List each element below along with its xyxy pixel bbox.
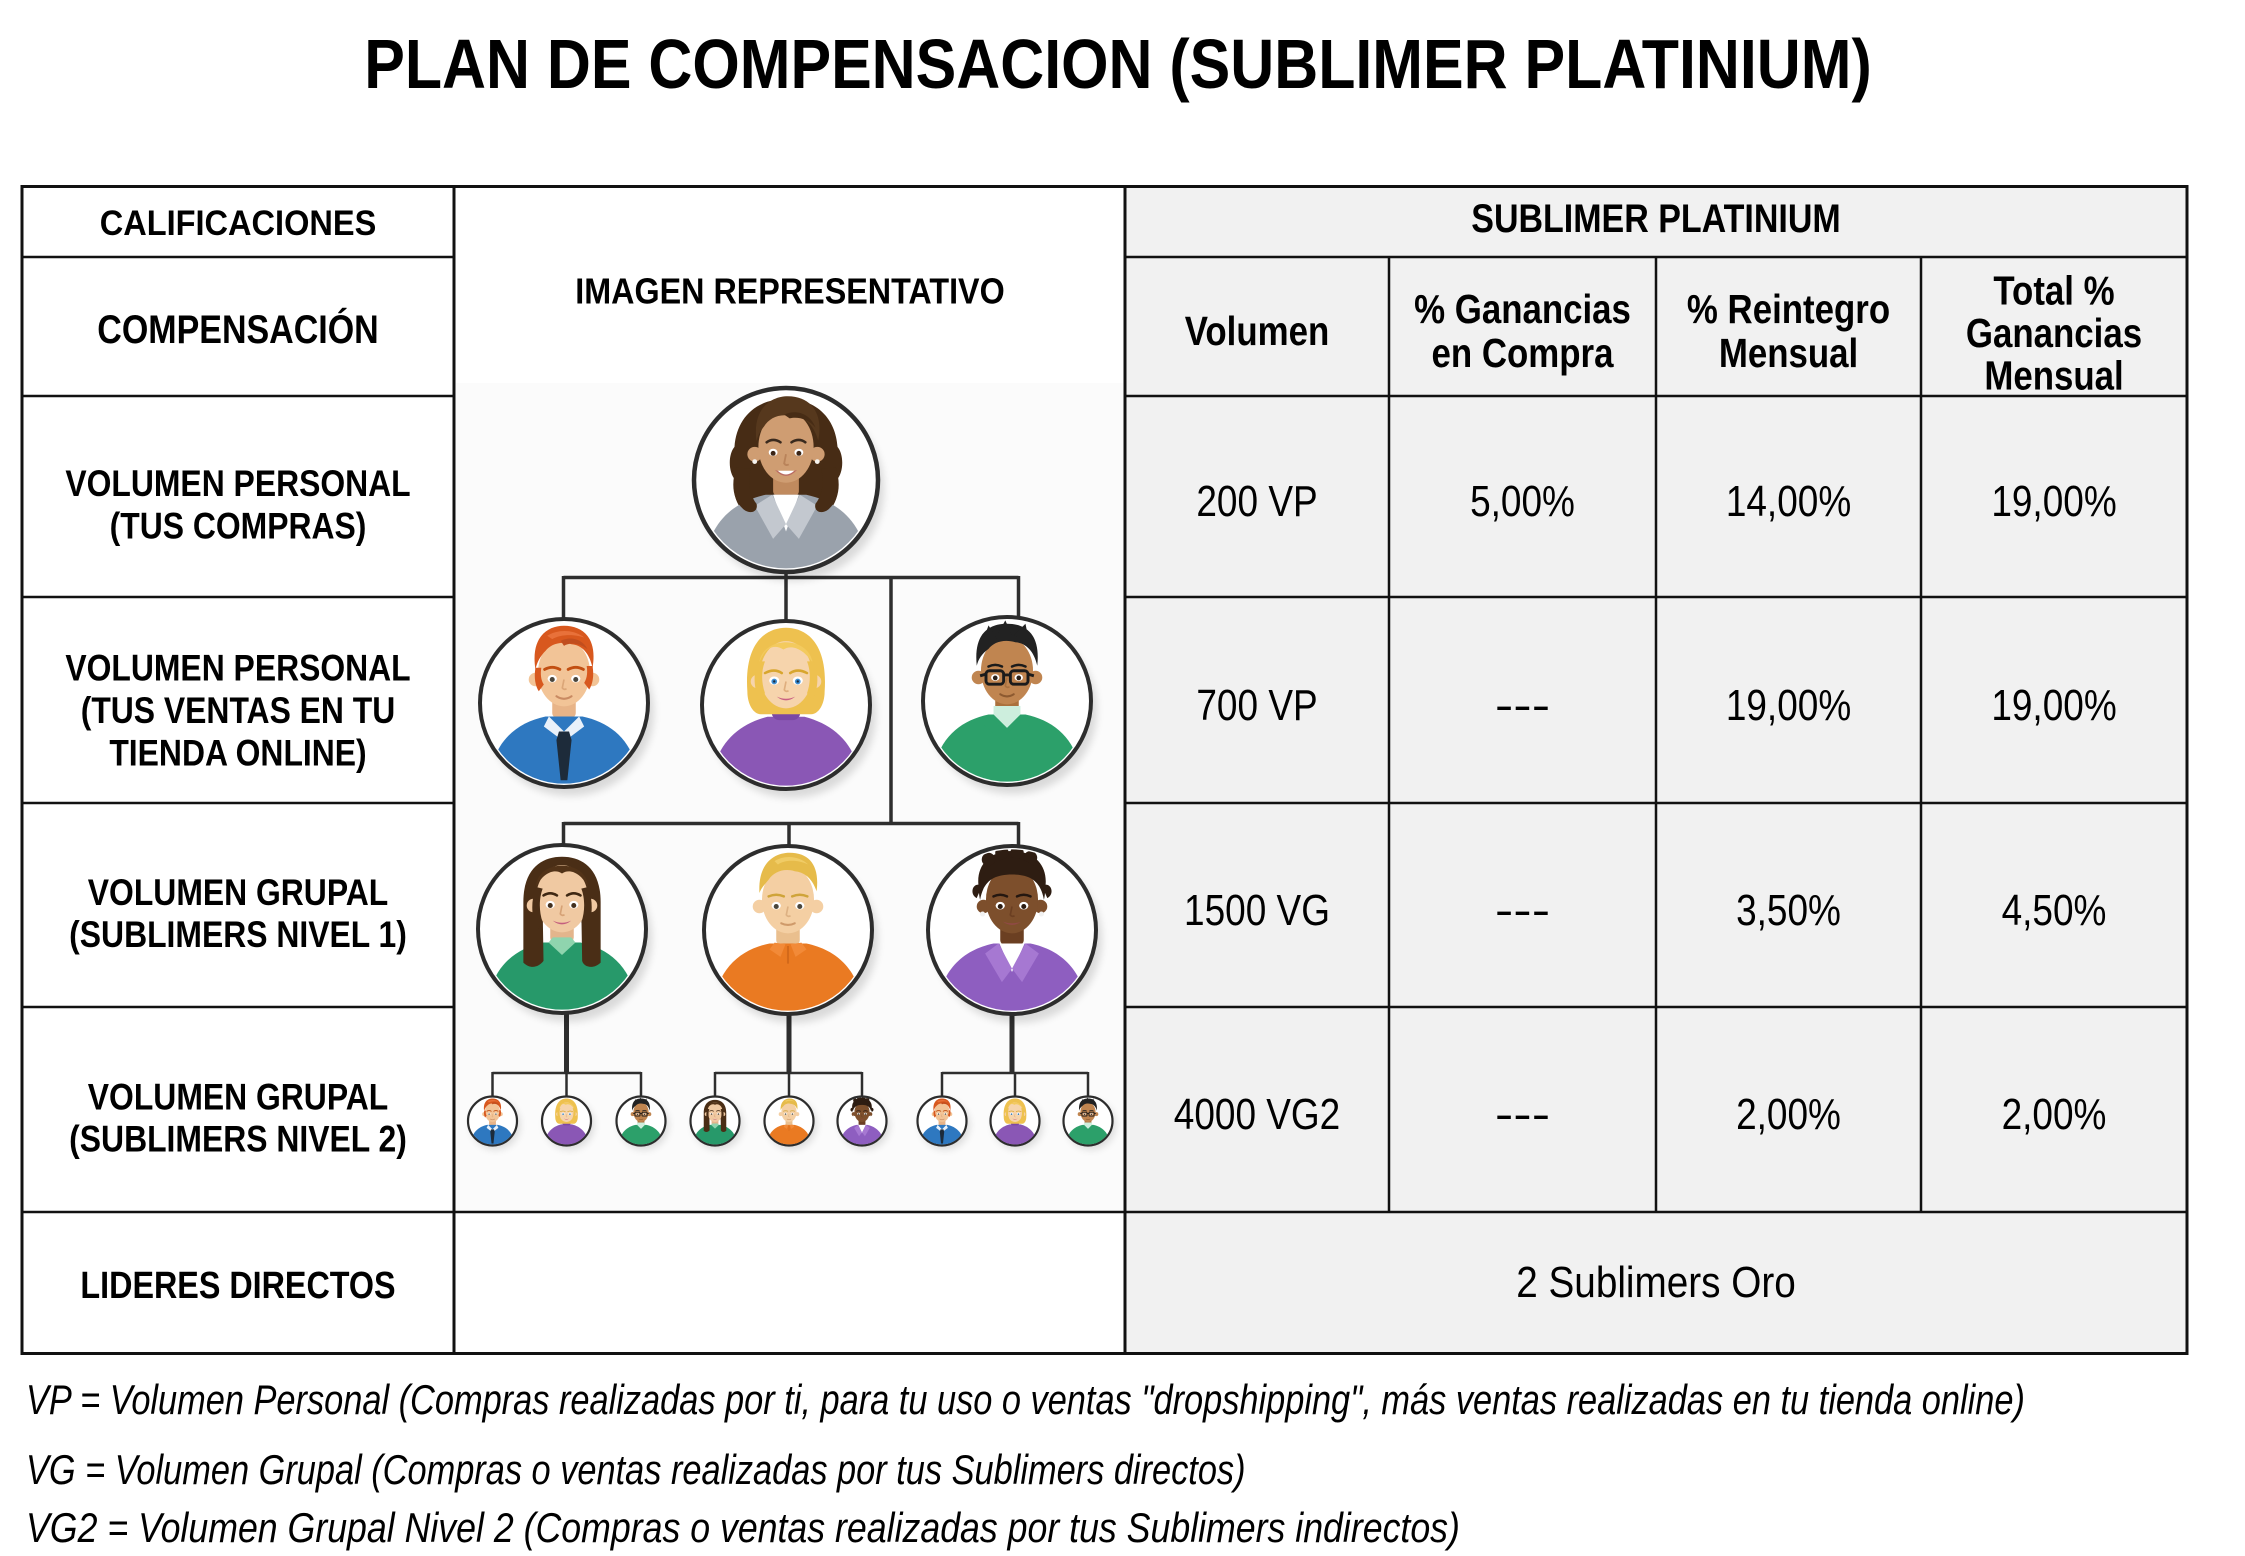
svg-text:19,00%: 19,00% bbox=[1991, 680, 2116, 730]
svg-text:---: --- bbox=[1495, 681, 1550, 730]
svg-text:Mensual: Mensual bbox=[1984, 354, 2123, 399]
svg-text:VOLUMEN GRUPAL: VOLUMEN GRUPAL bbox=[88, 1076, 388, 1118]
svg-text:14,00%: 14,00% bbox=[1726, 476, 1851, 526]
svg-text:PLAN DE COMPENSACION (SUBLIMER: PLAN DE COMPENSACION (SUBLIMER PLATINIUM… bbox=[364, 25, 1871, 103]
svg-text:19,00%: 19,00% bbox=[1726, 680, 1851, 730]
svg-text:% Ganancias: % Ganancias bbox=[1414, 287, 1631, 332]
svg-text:Mensual: Mensual bbox=[1719, 331, 1858, 376]
svg-text:---: --- bbox=[1495, 886, 1550, 935]
svg-text:3,50%: 3,50% bbox=[1736, 885, 1841, 935]
svg-text:4000 VG2: 4000 VG2 bbox=[1174, 1089, 1340, 1139]
svg-text:en Compra: en Compra bbox=[1432, 331, 1615, 376]
svg-text:2,00%: 2,00% bbox=[2002, 1089, 2107, 1139]
svg-text:4,50%: 4,50% bbox=[2002, 885, 2107, 935]
svg-text:(SUBLIMERS NIVEL 2): (SUBLIMERS NIVEL 2) bbox=[69, 1118, 407, 1160]
svg-text:Total %: Total % bbox=[1993, 269, 2114, 314]
svg-text:200 VP: 200 VP bbox=[1196, 476, 1317, 526]
svg-text:TIENDA ONLINE): TIENDA ONLINE) bbox=[109, 732, 366, 774]
svg-text:VOLUMEN PERSONAL: VOLUMEN PERSONAL bbox=[65, 647, 410, 689]
svg-text:COMPENSACIÓN: COMPENSACIÓN bbox=[97, 306, 378, 351]
svg-text:2 Sublimers Oro: 2 Sublimers Oro bbox=[1516, 1258, 1796, 1307]
svg-text:(SUBLIMERS NIVEL 1): (SUBLIMERS NIVEL 1) bbox=[69, 914, 407, 956]
svg-text:---: --- bbox=[1495, 1090, 1550, 1139]
svg-text:19,00%: 19,00% bbox=[1991, 476, 2116, 526]
svg-text:2,00%: 2,00% bbox=[1736, 1089, 1841, 1139]
svg-text:Volumen: Volumen bbox=[1185, 309, 1330, 354]
svg-text:LIDERES DIRECTOS: LIDERES DIRECTOS bbox=[80, 1265, 395, 1307]
svg-text:% Reintegro: % Reintegro bbox=[1687, 287, 1890, 332]
svg-text:CALIFICACIONES: CALIFICACIONES bbox=[100, 204, 377, 243]
svg-text:(TUS COMPRAS): (TUS COMPRAS) bbox=[110, 505, 367, 547]
svg-text:700 VP: 700 VP bbox=[1196, 680, 1317, 730]
svg-text:(TUS VENTAS EN TU: (TUS VENTAS EN TU bbox=[81, 690, 396, 732]
svg-text:SUBLIMER PLATINIUM: SUBLIMER PLATINIUM bbox=[1471, 195, 1840, 240]
svg-text:5,00%: 5,00% bbox=[1470, 476, 1575, 526]
svg-text:IMAGEN REPRESENTATIVO: IMAGEN REPRESENTATIVO bbox=[575, 272, 1004, 312]
svg-text:Ganancias: Ganancias bbox=[1966, 311, 2142, 356]
svg-text:VG2 = Volumen Grupal Nivel 2 (: VG2 = Volumen Grupal Nivel 2 (Compras o … bbox=[26, 1505, 1460, 1551]
svg-text:VOLUMEN PERSONAL: VOLUMEN PERSONAL bbox=[65, 463, 410, 505]
svg-text:1500 VG: 1500 VG bbox=[1184, 885, 1330, 935]
svg-text:VG = Volumen Grupal (Compras o: VG = Volumen Grupal (Compras o ventas re… bbox=[26, 1447, 1246, 1494]
svg-text:VOLUMEN GRUPAL: VOLUMEN GRUPAL bbox=[88, 872, 388, 914]
svg-text:VP = Volumen Personal (Compras: VP = Volumen Personal (Compras realizada… bbox=[26, 1377, 2025, 1424]
